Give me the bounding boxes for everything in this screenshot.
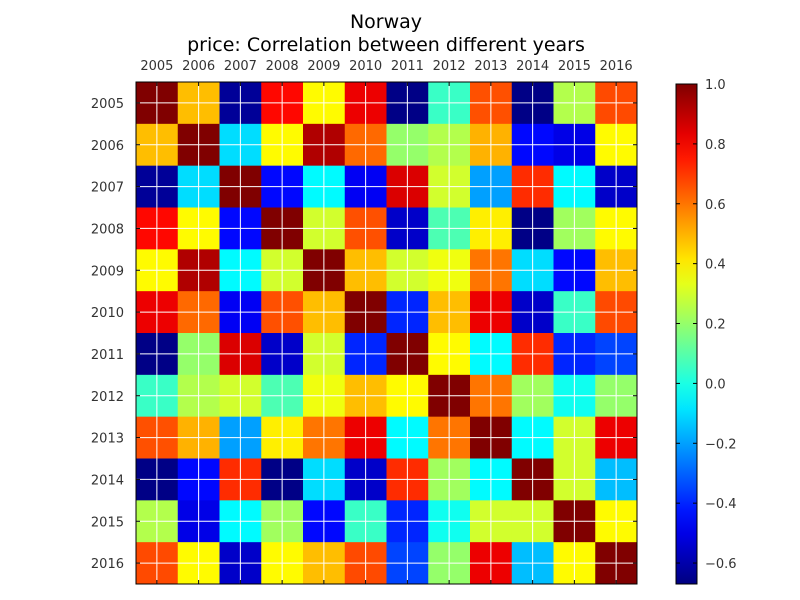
colorbar-tick-label: 0.4 bbox=[705, 258, 726, 273]
x-tick-label: 2006 bbox=[182, 59, 215, 74]
colorbar-tick-label: 0.0 bbox=[705, 377, 726, 392]
chart-title: Norway bbox=[350, 11, 422, 33]
y-tick-label: 2009 bbox=[91, 264, 124, 279]
colorbar-tick-label: 1.0 bbox=[705, 78, 726, 93]
x-tick-label: 2009 bbox=[307, 59, 340, 74]
chart-subtitle: price: Correlation between different yea… bbox=[187, 34, 585, 56]
heatmap-frame bbox=[135, 81, 638, 585]
colorbar-ticks: 1.0 0.8 0.6 0.4 0.2 0.0 −0.2 −0.4 −0.6 bbox=[676, 78, 737, 572]
y-tick-label: 2015 bbox=[91, 515, 124, 530]
heatmap-grid bbox=[136, 82, 637, 584]
y-tick-label: 2006 bbox=[91, 139, 124, 154]
x-tick-label: 2013 bbox=[474, 59, 507, 74]
x-tick-label: 2015 bbox=[558, 59, 591, 74]
x-tick-label: 2012 bbox=[433, 59, 466, 74]
x-axis-ticks: 2005 2006 2007 2008 2009 2010 2011 2012 2013 2014… bbox=[140, 59, 633, 584]
colorbar bbox=[675, 83, 698, 585]
x-tick-label: 2011 bbox=[391, 59, 424, 74]
x-tick-label: 2014 bbox=[516, 59, 549, 74]
colorbar-tick-label: −0.2 bbox=[705, 437, 737, 452]
y-tick-label: 2012 bbox=[91, 390, 124, 405]
x-tick-label: 2010 bbox=[349, 59, 382, 74]
y-tick-label: 2013 bbox=[91, 432, 124, 447]
x-tick-label: 2008 bbox=[266, 59, 299, 74]
y-tick-label: 2011 bbox=[91, 348, 124, 363]
y-axis-ticks: 2005 2006 2007 2008 2009 2010 2011 2012 2013 2014… bbox=[91, 97, 637, 572]
colorbar-tick-label: −0.4 bbox=[705, 497, 737, 512]
y-tick-label: 2008 bbox=[91, 222, 124, 237]
y-tick-label: 2005 bbox=[91, 97, 124, 112]
colorbar-tick-label: −0.6 bbox=[705, 557, 737, 572]
x-tick-label: 2016 bbox=[600, 59, 633, 74]
x-tick-label: 2005 bbox=[140, 59, 173, 74]
colorbar-tick-label: 0.8 bbox=[705, 138, 726, 153]
y-tick-label: 2007 bbox=[91, 181, 124, 196]
colorbar-tick-label: 0.6 bbox=[705, 198, 726, 213]
y-tick-label: 2010 bbox=[91, 306, 124, 321]
x-tick-label: 2007 bbox=[224, 59, 257, 74]
y-tick-label: 2016 bbox=[91, 557, 124, 572]
heatmap-cells bbox=[136, 82, 638, 585]
y-tick-label: 2014 bbox=[91, 473, 124, 488]
colorbar-tick-label: 0.2 bbox=[705, 318, 726, 333]
